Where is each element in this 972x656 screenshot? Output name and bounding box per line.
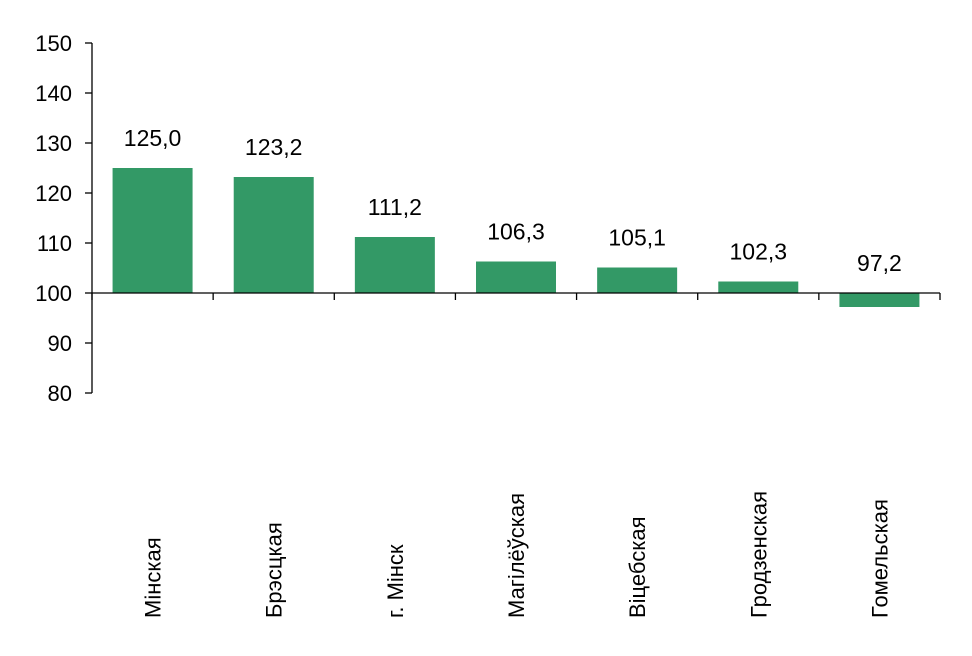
data-label: 97,2 bbox=[857, 250, 902, 276]
y-tick-label: 150 bbox=[35, 31, 72, 56]
category-label: Магілёўская bbox=[504, 493, 529, 618]
category-label: г. Мінск bbox=[383, 544, 408, 618]
category-label: Мінская bbox=[141, 537, 166, 618]
y-tick-label: 90 bbox=[48, 331, 72, 356]
category-label: Гомельская bbox=[867, 499, 892, 618]
y-axis: 80 90 100 110 120 130 140 150 bbox=[35, 31, 93, 406]
data-label: 125,0 bbox=[124, 125, 182, 151]
category-labels: Мінская Брэсцкая г. Мінск Магілёўская Віцебс… bbox=[141, 491, 893, 618]
bar bbox=[233, 177, 314, 293]
data-label: 111,2 bbox=[368, 194, 422, 220]
y-tick-label: 130 bbox=[35, 131, 72, 156]
y-tick-label: 100 bbox=[35, 281, 72, 306]
data-label: 102,3 bbox=[730, 239, 788, 265]
y-tick-label: 80 bbox=[48, 381, 72, 406]
data-label: 106,3 bbox=[487, 219, 545, 245]
bar bbox=[839, 293, 920, 307]
data-label: 105,1 bbox=[608, 225, 666, 251]
y-tick-label: 140 bbox=[35, 81, 72, 106]
bar bbox=[718, 281, 799, 293]
bar bbox=[112, 168, 193, 293]
y-tick-label: 110 bbox=[37, 231, 72, 256]
x-axis bbox=[91, 292, 941, 300]
value-labels: 125,0 123,2 111,2 106,3 105,1 102,3 97,2 bbox=[124, 125, 902, 276]
bar bbox=[476, 261, 556, 293]
category-label: Віцебская bbox=[625, 516, 650, 618]
category-label: Гродзенская bbox=[746, 491, 771, 618]
bar bbox=[354, 237, 435, 293]
bars bbox=[112, 168, 920, 307]
y-tick-label: 120 bbox=[35, 181, 72, 206]
bar bbox=[597, 267, 678, 293]
data-label: 123,2 bbox=[245, 134, 303, 160]
category-label: Брэсцкая bbox=[262, 522, 287, 618]
